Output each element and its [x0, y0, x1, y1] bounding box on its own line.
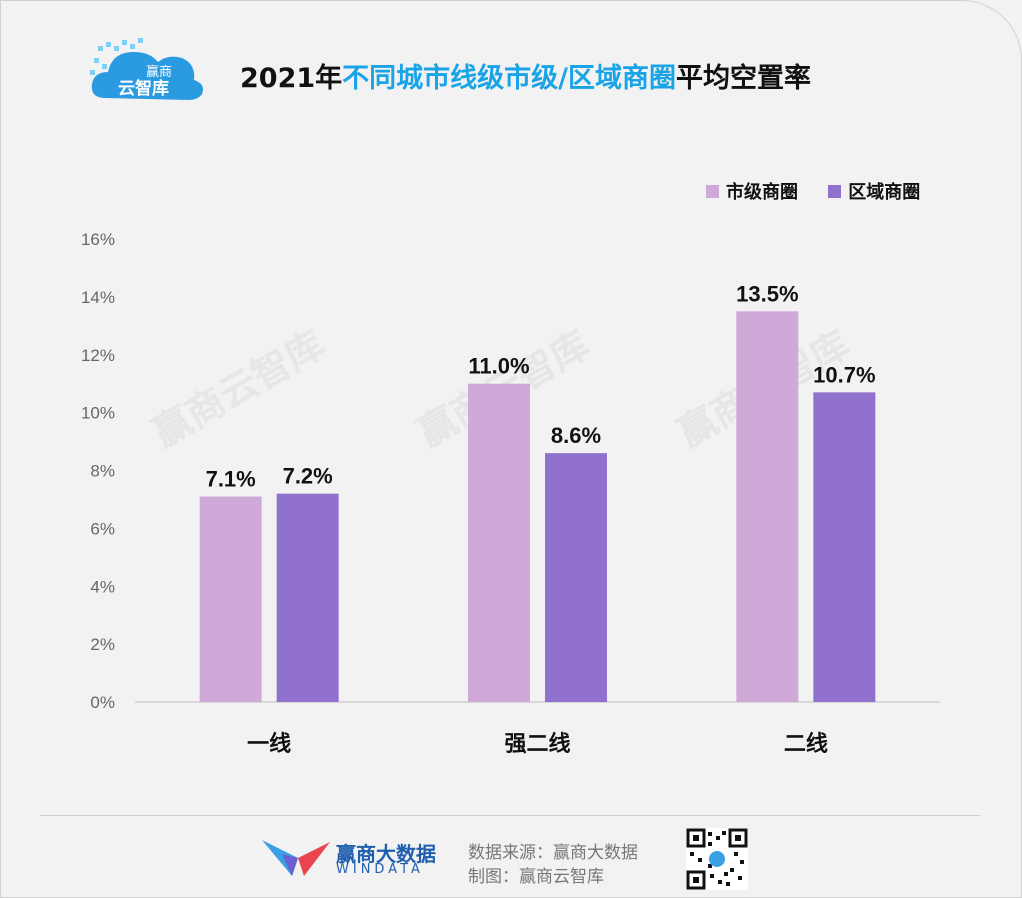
- bar-chart: 赢商云智库赢商云智库赢商云智库0%2%4%6%8%10%12%14%16%7.1…: [81, 230, 940, 757]
- bar: [545, 453, 607, 702]
- source-line: 数据来源：赢商大数据: [468, 843, 638, 863]
- y-tick-label: 2%: [90, 635, 115, 654]
- data-label: 7.2%: [283, 464, 333, 489]
- y-tick-label: 8%: [90, 462, 115, 481]
- windata-logo-icon: [262, 840, 330, 876]
- x-tick-label: 二线: [784, 731, 828, 757]
- x-tick-label: 一线: [247, 731, 291, 757]
- qr-code-icon: [686, 828, 748, 890]
- bar: [199, 496, 262, 702]
- title-prefix: 2021年: [240, 63, 343, 94]
- cloud-logo-icon: 赢商 云智库: [90, 38, 203, 100]
- bar: [468, 383, 530, 702]
- brand-name: 赢商大数据: [336, 842, 436, 866]
- y-tick-label: 12%: [81, 346, 115, 365]
- legend-item-series2: 区域商圈: [828, 178, 920, 204]
- y-tick-label: 14%: [81, 288, 115, 307]
- title-highlight: 不同城市线级市级/区域商圈: [342, 63, 677, 94]
- legend-label-series2: 区域商圈: [848, 182, 921, 203]
- y-tick-label: 4%: [90, 577, 115, 596]
- page-title: 2021年不同城市线级市级/区域商圈平均空置率: [240, 56, 811, 95]
- legend-label-series1: 市级商圈: [726, 182, 798, 203]
- title-suffix: 平均空置率: [676, 63, 812, 94]
- y-tick-label: 10%: [81, 404, 115, 423]
- data-label: 10.7%: [813, 362, 875, 387]
- logo-text-1: 赢商: [146, 64, 172, 80]
- chart-by-line: 制图：赢商云智库: [468, 867, 604, 887]
- footer-divider: [40, 815, 980, 816]
- y-tick-label: 6%: [90, 519, 115, 538]
- brand-en: WINDATA: [336, 862, 424, 877]
- legend-item-series1: 市级商圈: [706, 178, 798, 204]
- bar: [813, 392, 876, 702]
- data-label: 8.6%: [551, 423, 601, 448]
- y-tick-label: 16%: [81, 230, 115, 249]
- y-tick-label: 0%: [90, 693, 115, 712]
- x-tick-label: 强二线: [504, 731, 570, 757]
- legend: 市级商圈 区域商圈: [706, 178, 944, 204]
- data-label: 7.1%: [206, 467, 256, 492]
- bar: [736, 311, 799, 702]
- legend-swatch-series2: [828, 184, 842, 198]
- data-label: 11.0%: [468, 354, 529, 379]
- legend-swatch-series1: [706, 184, 719, 198]
- bar: [276, 493, 339, 702]
- watermark-text: 赢商云智库: [145, 322, 332, 455]
- data-label: 13.5%: [736, 281, 798, 306]
- logo-text-2: 云智库: [118, 78, 169, 99]
